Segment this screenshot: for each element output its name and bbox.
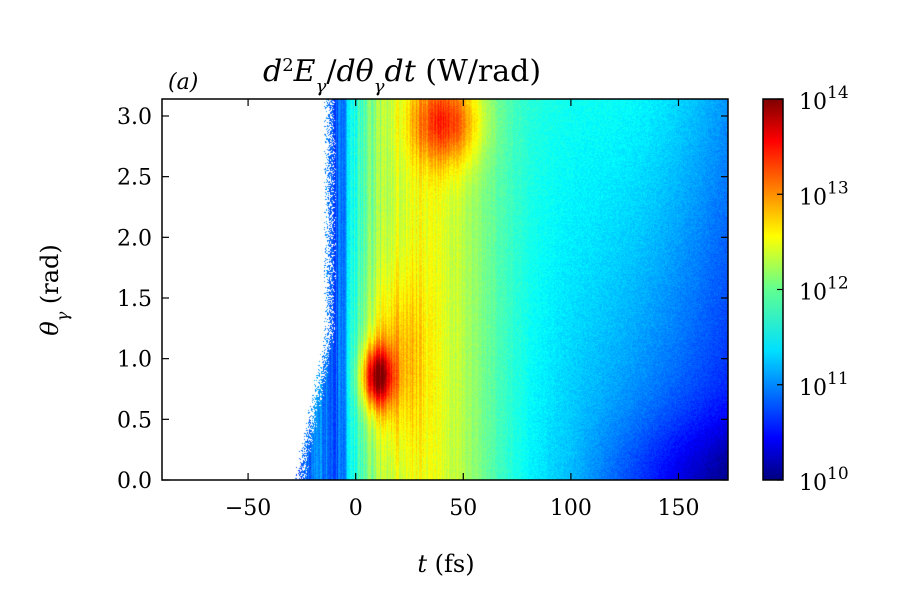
colorbar-ticks: 1010 1011 1012 1013 1014 (777, 83, 849, 496)
panel-label: (a) (168, 70, 198, 95)
colorbar-tick-label: 1012 (799, 274, 849, 306)
chart-title-text: d2Eγ/dθγdt (W/rad) (263, 54, 541, 97)
x-tick-label: 100 (550, 496, 592, 521)
x-tick-label: −50 (225, 496, 271, 521)
chart-title: d2Eγ/dθγdt (W/rad) (263, 54, 541, 97)
y-tick-label: 0.5 (117, 408, 152, 433)
colorbar-tick-label: 1013 (799, 178, 849, 210)
y-tick-label: 1.5 (117, 287, 152, 312)
x-tick-label: 50 (449, 496, 477, 521)
x-tick-label: 0 (349, 496, 363, 521)
y-tick-label: 2.5 (117, 166, 152, 191)
y-axis: 0.0 0.5 1.0 1.5 2.0 2.5 3.0 (117, 105, 728, 494)
y-tick-label: 0.0 (117, 469, 152, 494)
y-axis-label: θγ (rad) (36, 244, 72, 336)
x-axis: −50 0 50 100 150 (225, 99, 700, 521)
plot-frame (161, 98, 729, 481)
y-tick-label: 2.0 (117, 226, 152, 251)
colorbar-tick-label: 1010 (799, 464, 849, 496)
colorbar: 1010 1011 1012 1013 1014 (762, 83, 849, 496)
x-axis-label: t (fs) (417, 550, 474, 578)
colorbar-tick-label: 1011 (799, 369, 849, 401)
heatmap-image (162, 99, 728, 480)
x-tick-label: 150 (658, 496, 700, 521)
heatmap-plot (161, 98, 729, 481)
colorbar-tick-label: 1014 (799, 83, 849, 115)
y-tick-label: 1.0 (117, 348, 152, 373)
y-tick-label: 3.0 (117, 105, 152, 130)
